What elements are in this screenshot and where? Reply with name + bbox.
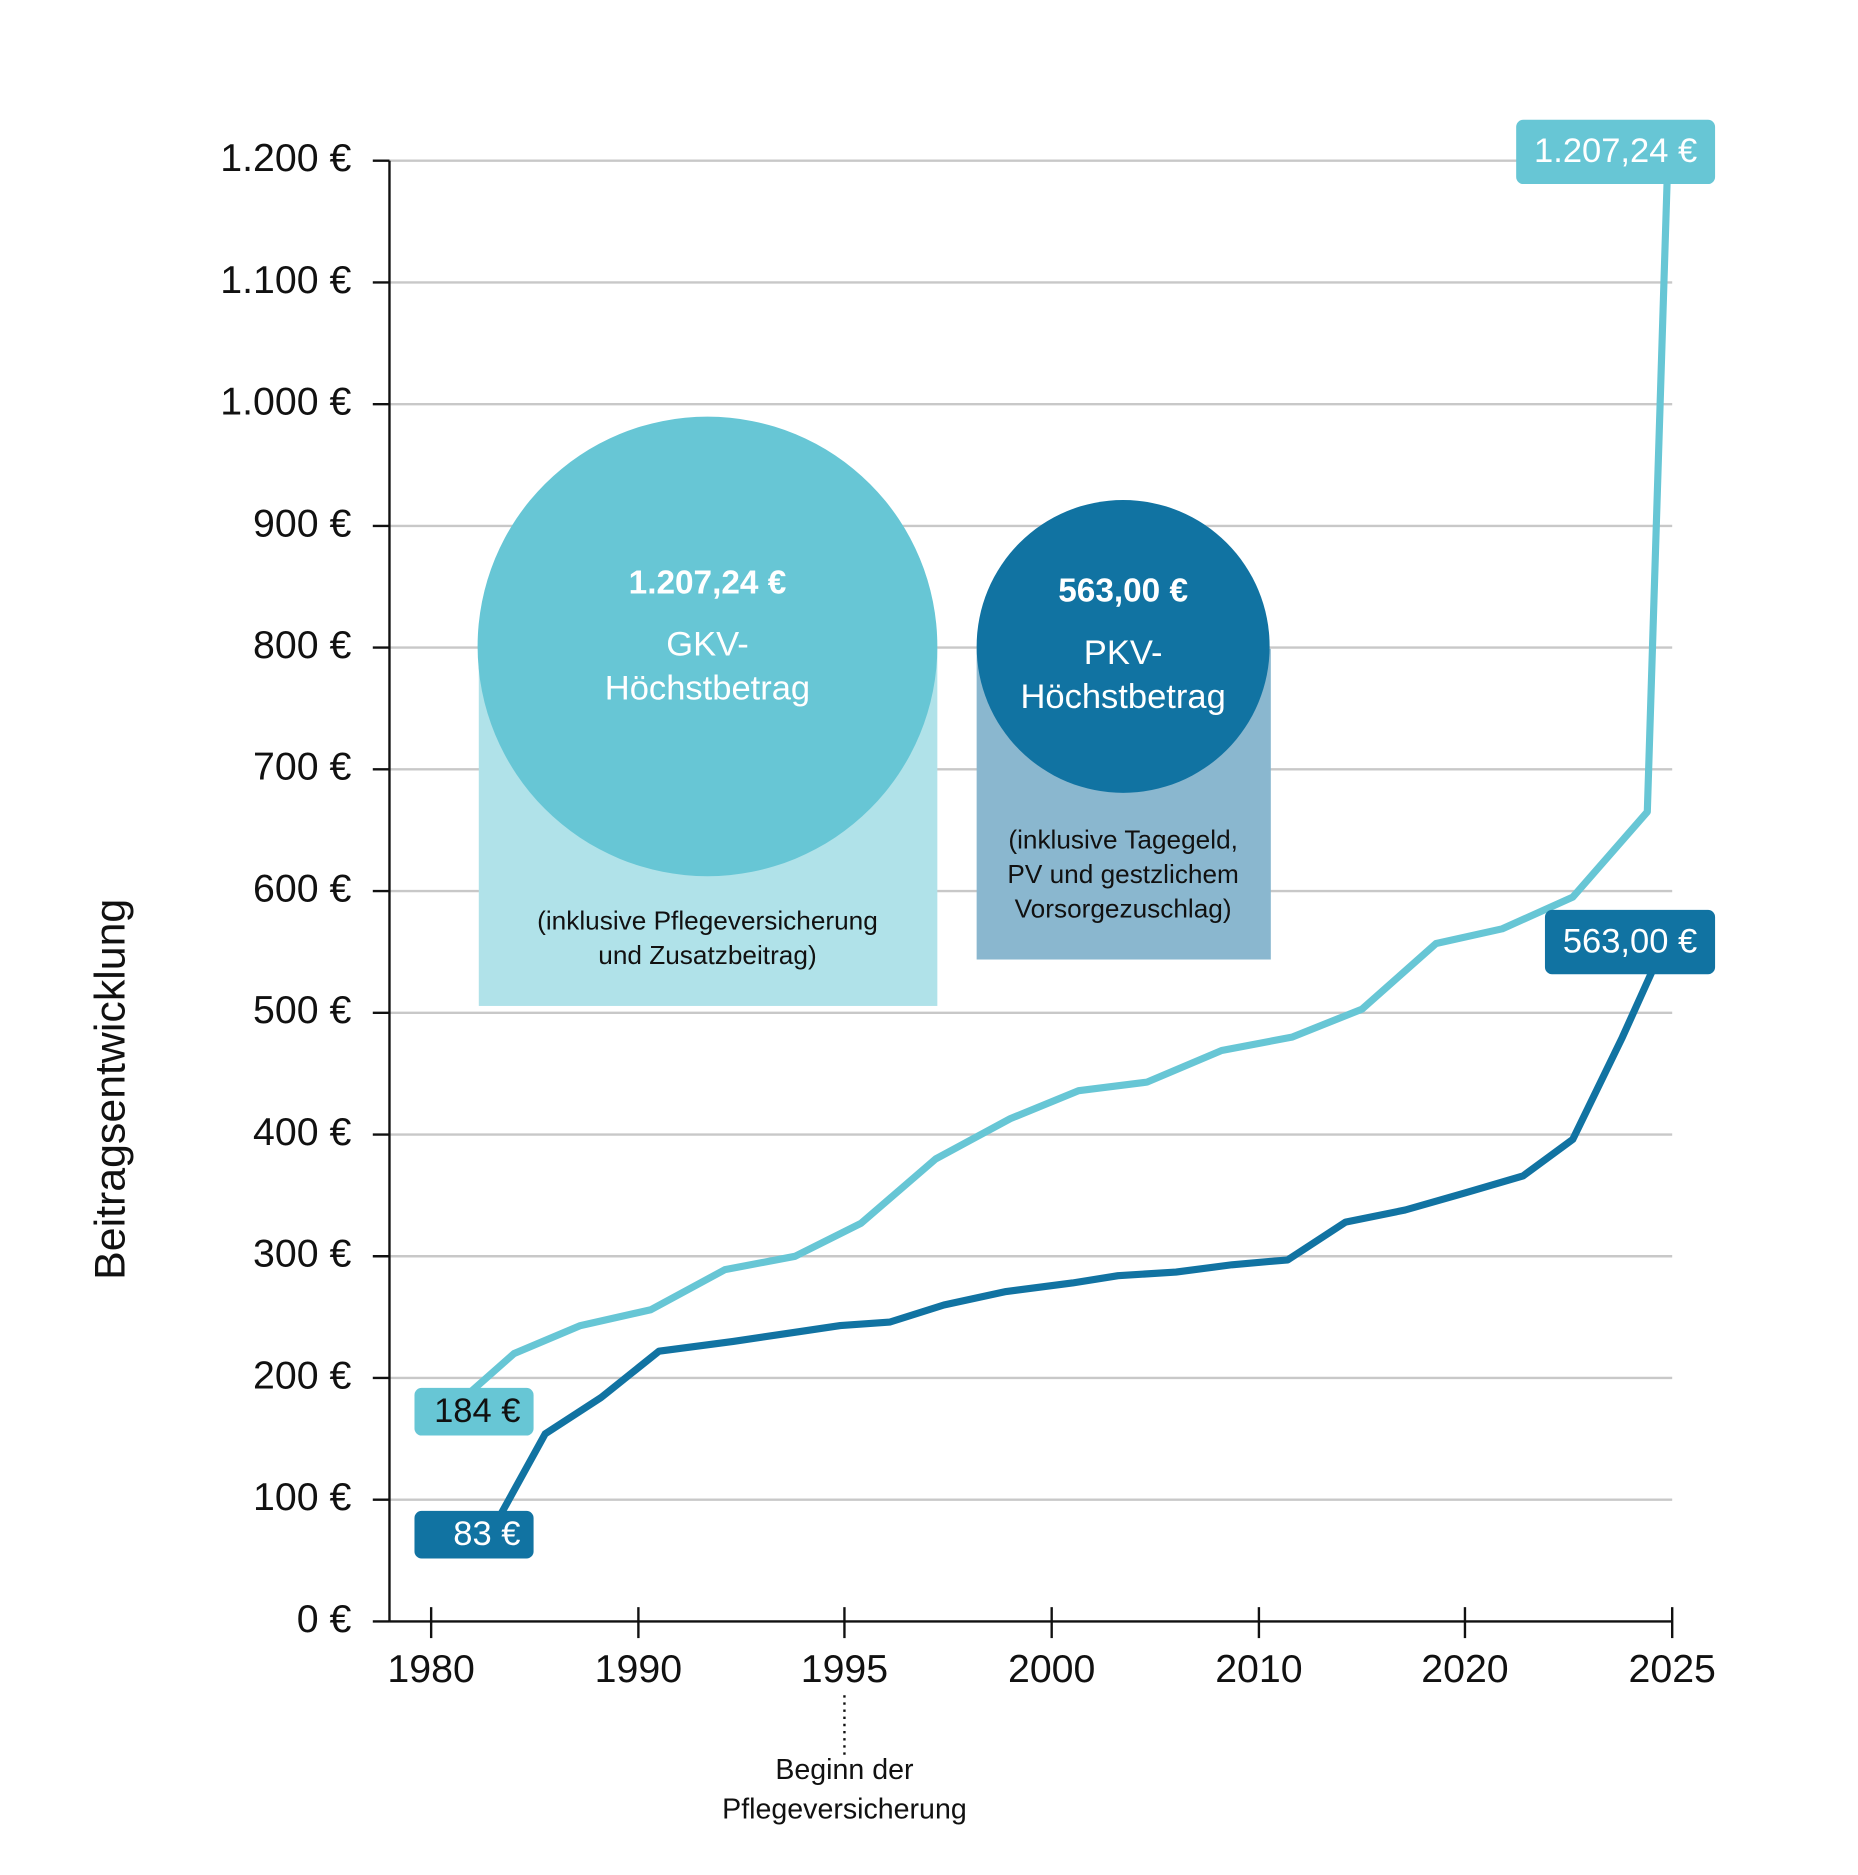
bubble-note: (inklusive Pflegeversicherung xyxy=(537,906,878,936)
value-label-box xyxy=(1544,909,1716,975)
x-tick-label: 1995 xyxy=(801,1647,888,1691)
bubble-title: PKV- xyxy=(1084,634,1163,672)
series-line xyxy=(461,151,1672,1401)
bubble-title: Höchstbetrag xyxy=(1020,678,1225,716)
series-line xyxy=(494,934,1672,1523)
bubble xyxy=(477,416,938,877)
value-label-group: 563,00 € xyxy=(1544,909,1716,975)
x-tick-label: 2000 xyxy=(1008,1647,1095,1691)
bubble-title: Höchstbetrag xyxy=(605,670,810,708)
bubble-note: (inklusive Tagegeld, xyxy=(1008,825,1238,855)
annotation-text: Beginn der xyxy=(775,1754,914,1786)
x-tick-label: 2025 xyxy=(1628,1647,1715,1691)
y-axis-label: Beitragsentwicklung xyxy=(86,899,134,1280)
x-tick-label: 1980 xyxy=(387,1647,474,1691)
bubble-amount: 1.207,24 € xyxy=(629,564,787,601)
x-tick-label: 2020 xyxy=(1421,1647,1508,1691)
value-label-group: 184 € xyxy=(414,1387,534,1436)
y-tick-label: 400 € xyxy=(253,1110,351,1154)
value-label-group: 83 € xyxy=(414,1510,534,1559)
annotation-text: Pflegeversicherung xyxy=(722,1793,967,1825)
bubble-note: Vorsorgezuschlag) xyxy=(1015,894,1232,924)
y-tick-label: 700 € xyxy=(253,745,351,789)
value-label: 563,00 € xyxy=(1563,922,1697,960)
y-tick-label: 300 € xyxy=(253,1232,351,1276)
value-label-box xyxy=(414,1387,534,1436)
value-label: 184 € xyxy=(434,1392,520,1430)
y-tick-label: 100 € xyxy=(253,1475,351,1519)
y-tick-label: 0 € xyxy=(297,1597,352,1641)
bubble-note: und Zusatzbeitrag) xyxy=(598,940,816,970)
y-tick-label: 500 € xyxy=(253,988,351,1032)
bubble xyxy=(976,500,1270,793)
value-label: 83 € xyxy=(453,1515,520,1553)
x-tick-label: 1990 xyxy=(595,1647,682,1691)
value-label-box xyxy=(1516,119,1716,185)
y-tick-label: 1.100 € xyxy=(220,258,351,302)
y-tick-label: 200 € xyxy=(253,1353,351,1397)
y-tick-label: 800 € xyxy=(253,623,351,667)
x-tick-label: 2010 xyxy=(1215,1647,1302,1691)
y-tick-label: 600 € xyxy=(253,866,351,910)
y-tick-label: 900 € xyxy=(253,501,351,545)
bubble-title: GKV- xyxy=(666,626,749,664)
value-label-group: 1.207,24 € xyxy=(1516,119,1716,185)
value-label-box xyxy=(414,1510,534,1559)
bubble-amount: 563,00 € xyxy=(1058,573,1188,610)
value-label: 1.207,24 € xyxy=(1534,132,1697,170)
y-tick-label: 1.000 € xyxy=(220,380,351,424)
y-tick-label: 1.200 € xyxy=(220,136,351,180)
bubble-note: PV und gestzlichem xyxy=(1007,859,1239,889)
